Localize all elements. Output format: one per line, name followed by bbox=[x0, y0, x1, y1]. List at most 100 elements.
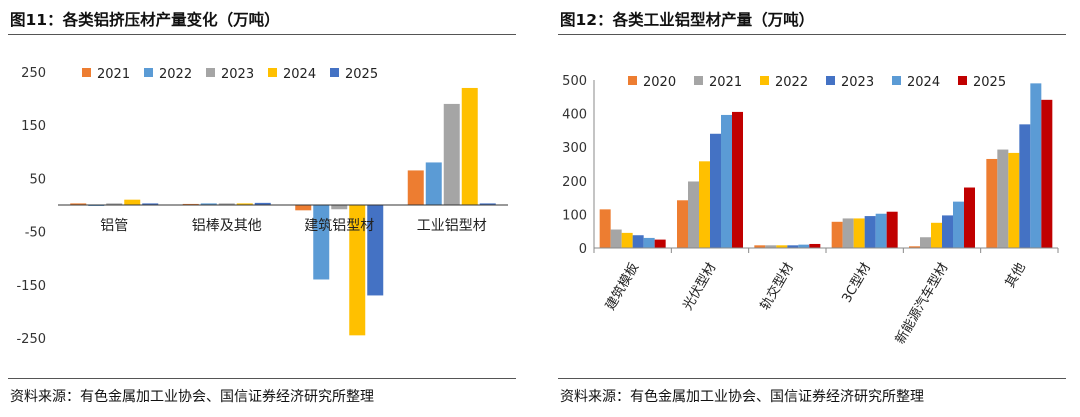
bar-2023-其他 bbox=[1019, 124, 1031, 248]
bar-2021-3C型材 bbox=[842, 218, 854, 248]
bar-2023-建筑模板 bbox=[632, 235, 644, 248]
y-tick-label: 400 bbox=[562, 108, 587, 123]
y-tick-label: 100 bbox=[562, 208, 587, 223]
bar-2022-铝棒及其他 bbox=[200, 203, 217, 205]
legend-swatch-2024 bbox=[892, 76, 901, 85]
x-category-label: 其他 bbox=[1003, 261, 1029, 291]
y-tick-label: 0 bbox=[579, 242, 587, 257]
bar-2020-新能源汽车型材 bbox=[909, 246, 920, 248]
bar-2020-轨交型材 bbox=[754, 245, 766, 248]
bar-2024-光伏型材 bbox=[721, 114, 732, 248]
bar-2021-光伏型材 bbox=[688, 181, 699, 248]
legend-swatch-2022 bbox=[760, 76, 769, 85]
bar-2023-建筑铝型材 bbox=[331, 205, 348, 210]
legend-label-2020: 2020 bbox=[643, 75, 676, 90]
bar-2020-建筑模板 bbox=[599, 209, 611, 248]
figure-12-bottom-rule bbox=[558, 378, 1066, 379]
figure-11-bottom-rule bbox=[8, 378, 516, 379]
bar-2025-工业铝型材 bbox=[479, 203, 496, 205]
bar-2024-轨交型材 bbox=[798, 244, 810, 248]
figure-12-source: 资料来源：有色金属加工业协会、国信证券经济研究所整理 bbox=[560, 389, 924, 405]
legend-swatch-2023 bbox=[826, 76, 835, 85]
legend-swatch-2025 bbox=[958, 76, 967, 85]
legend-label-2021: 2021 bbox=[97, 67, 130, 82]
y-tick-label: -150 bbox=[16, 279, 46, 294]
x-category-label: 轨交型材 bbox=[757, 260, 797, 313]
bar-2025-其他 bbox=[1041, 99, 1053, 248]
legend-label-2024: 2024 bbox=[283, 67, 316, 82]
bar-2023-工业铝型材 bbox=[443, 103, 460, 205]
bar-2021-轨交型材 bbox=[765, 245, 777, 248]
legend-swatch-2024 bbox=[268, 68, 277, 77]
bar-2021-工业铝型材 bbox=[407, 170, 424, 205]
y-tick-label: 300 bbox=[562, 141, 587, 156]
bar-2021-建筑铝型材 bbox=[295, 205, 312, 211]
bar-2025-铝棒及其他 bbox=[254, 202, 271, 205]
legend-swatch-2022 bbox=[144, 68, 153, 77]
bar-2020-3C型材 bbox=[831, 221, 843, 248]
bar-2023-铝棒及其他 bbox=[218, 203, 235, 205]
bar-2025-轨交型材 bbox=[809, 243, 821, 248]
bar-2025-3C型材 bbox=[886, 211, 898, 248]
y-tick-label: 500 bbox=[562, 74, 587, 89]
legend-label-2022: 2022 bbox=[159, 67, 192, 82]
legend-label-2023: 2023 bbox=[841, 75, 874, 90]
figure-12-chart: 0 100 200 300 400 500 建筑模板 光伏型材 轨交型材 3C型材 新能源汽车型材 其… bbox=[562, 74, 1059, 347]
bar-2021-其他 bbox=[997, 149, 1009, 248]
x-category-label: 建筑铝型材 bbox=[304, 218, 374, 234]
legend-label-2025: 2025 bbox=[973, 75, 1006, 90]
bar-2024-建筑铝型材 bbox=[349, 205, 366, 336]
bar-2024-3C型材 bbox=[875, 213, 887, 248]
bar-2022-工业铝型材 bbox=[425, 162, 442, 205]
bar-2022-3C型材 bbox=[853, 218, 865, 248]
legend-swatch-2020 bbox=[628, 76, 637, 85]
legend-label-2024: 2024 bbox=[907, 75, 940, 90]
bar-2022-光伏型材 bbox=[699, 161, 710, 248]
x-category-label: 建筑模板 bbox=[602, 260, 642, 313]
legend-swatch-2025 bbox=[330, 68, 339, 77]
bar-2021-新能源汽车型材 bbox=[920, 237, 931, 248]
bar-2024-建筑模板 bbox=[643, 237, 655, 248]
bar-2025-建筑模板 bbox=[654, 239, 666, 248]
bar-2022-建筑模板 bbox=[621, 232, 633, 248]
bar-2024-铝管 bbox=[124, 199, 141, 205]
legend-label-2022: 2022 bbox=[775, 75, 808, 90]
figure-11-source: 资料来源：有色金属加工业协会、国信证券经济研究所整理 bbox=[10, 389, 374, 405]
bar-2025-新能源汽车型材 bbox=[964, 187, 975, 248]
y-tick-label: -250 bbox=[16, 332, 46, 347]
figure-12-title: 图12：各类工业铝型材产量（万吨） bbox=[560, 11, 815, 29]
bar-2021-铝管 bbox=[70, 203, 87, 205]
bar-2022-新能源汽车型材 bbox=[931, 222, 942, 248]
y-tick-label: 250 bbox=[21, 66, 46, 81]
bar-2021-建筑模板 bbox=[610, 229, 622, 248]
bar-2022-其他 bbox=[1008, 152, 1020, 248]
bar-2024-新能源汽车型材 bbox=[953, 201, 964, 248]
bar-2024-铝棒及其他 bbox=[236, 203, 253, 205]
y-tick-label: 50 bbox=[29, 172, 46, 187]
legend-swatch-2021 bbox=[694, 76, 703, 85]
figure-11-title: 图11：各类铝挤压材产量变化（万吨） bbox=[10, 11, 280, 29]
legend-label-2025: 2025 bbox=[345, 67, 378, 82]
bar-2025-铝管 bbox=[142, 203, 159, 205]
bar-2023-轨交型材 bbox=[787, 245, 799, 248]
bar-2024-工业铝型材 bbox=[461, 87, 478, 205]
bar-2023-3C型材 bbox=[864, 216, 876, 248]
legend-swatch-2023 bbox=[206, 68, 215, 77]
legend-swatch-2021 bbox=[82, 68, 91, 77]
x-category-label: 新能源汽车型材 bbox=[892, 260, 951, 347]
y-tick-label: 150 bbox=[21, 119, 46, 134]
y-tick-label: -50 bbox=[25, 226, 46, 241]
bar-2020-光伏型材 bbox=[677, 200, 688, 248]
figure-11-chart: 250 150 50 -50 -150 -250 铝管 铝棒及其他 建筑铝型材 工业铝型材 2021… bbox=[16, 66, 508, 347]
bar-2023-铝管 bbox=[106, 203, 123, 205]
bar-2023-光伏型材 bbox=[710, 133, 721, 248]
x-category-label: 铝棒及其他 bbox=[192, 218, 262, 234]
bar-2022-轨交型材 bbox=[776, 245, 788, 248]
figure-12-top-rule bbox=[558, 34, 1066, 35]
figure-12-panel: 图12：各类工业铝型材产量（万吨） 0 100 200 300 400 500 建筑模板 光伏… bbox=[550, 0, 1080, 417]
bar-2020-其他 bbox=[986, 158, 998, 248]
x-category-label: 工业铝型材 bbox=[417, 218, 487, 234]
x-category-label: 铝管 bbox=[100, 218, 128, 234]
bar-2022-建筑铝型材 bbox=[313, 205, 330, 280]
y-tick-label: 200 bbox=[562, 175, 587, 190]
